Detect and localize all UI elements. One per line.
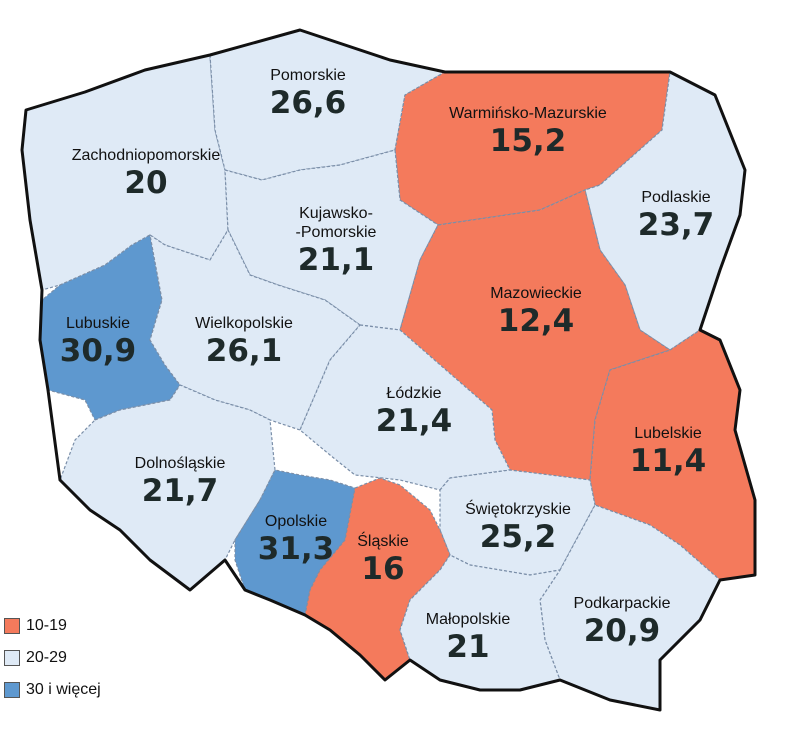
region-slaskie xyxy=(304,477,451,681)
region-value: 21,4 xyxy=(375,403,453,439)
region-name: Świętokrzyskie xyxy=(465,501,571,518)
region-value: 26,6 xyxy=(269,85,347,121)
label-malopolskie: Małopolskie 21 xyxy=(426,610,510,665)
region-name: Pomorskie xyxy=(270,67,346,84)
region-lodzkie xyxy=(299,324,511,491)
region-value: 20 xyxy=(124,165,168,201)
region-name: Lubuskie xyxy=(65,315,131,332)
region-value: 20,9 xyxy=(583,613,661,649)
region-malopolskie xyxy=(399,554,561,691)
region-value: 12,4 xyxy=(497,303,575,339)
region-name: Mazowieckie xyxy=(490,285,582,302)
legend-item-low: 10-19 xyxy=(4,610,101,642)
label-mazowieckie: Mazowieckie 12,4 xyxy=(490,284,582,339)
legend-swatch xyxy=(4,618,20,634)
region-name: Zachodniopomorskie xyxy=(71,147,221,164)
region-name: Podlaskie xyxy=(641,189,711,206)
legend-item-mid: 20-29 xyxy=(4,642,101,674)
region-name: Łódzkie xyxy=(386,385,442,402)
legend-label: 10-19 xyxy=(26,617,67,634)
label-lodzkie: Łódzkie 21,4 xyxy=(376,384,453,439)
label-podkarpackie: Podkarpackie 20,9 xyxy=(574,594,671,649)
label-lubuskie: Lubuskie 30,9 xyxy=(60,314,137,369)
label-lubelskie: Lubelskie 11,4 xyxy=(630,424,707,479)
region-opolskie xyxy=(234,469,356,616)
region-value: 15,2 xyxy=(489,123,567,159)
region-value: 11,4 xyxy=(629,443,707,479)
region-name: Warmińsko-Mazurskie xyxy=(449,105,607,122)
legend-swatch xyxy=(4,650,20,666)
legend-item-high: 30 i więcej xyxy=(4,674,101,706)
region-value: 21,7 xyxy=(141,473,219,509)
region-name: Dolnośląskie xyxy=(134,455,226,472)
region-name: Lubelskie xyxy=(634,425,702,442)
region-value: 16 xyxy=(361,551,405,587)
legend-label: 30 i więcej xyxy=(26,681,101,698)
label-opolskie: Opolskie 31,3 xyxy=(258,512,335,567)
label-slaskie: Śląskie 16 xyxy=(357,532,409,587)
region-name: Wielkopolskie xyxy=(195,315,293,332)
region-value: 21,1 xyxy=(297,242,375,278)
label-podlaskie: Podlaskie 23,7 xyxy=(638,188,715,243)
region-name: Opolskie xyxy=(264,513,328,530)
region-value: 31,3 xyxy=(257,531,335,567)
label-swietokrzyskie: Świętokrzyskie 25,2 xyxy=(465,500,571,555)
label-warminsko-mazurskie: Warmińsko-Mazurskie 15,2 xyxy=(449,104,607,159)
label-dolnoslaskie: Dolnośląskie 21,7 xyxy=(135,454,226,509)
region-name: Śląskie xyxy=(357,533,409,550)
label-wielkopolskie: Wielkopolskie 26,1 xyxy=(195,314,293,369)
country-outline xyxy=(20,28,757,712)
region-name: Małopolskie xyxy=(425,611,511,628)
label-zachodniopomorskie: Zachodniopomorskie 20 xyxy=(72,146,221,201)
region-name: Podkarpackie xyxy=(573,595,671,612)
label-pomorskie: Pomorskie 26,6 xyxy=(270,66,347,121)
region-value: 23,7 xyxy=(637,207,715,243)
legend-swatch xyxy=(4,682,20,698)
region-name: Kujawsko- -Pomorskie xyxy=(295,205,377,241)
legend-label: 20-29 xyxy=(26,649,67,666)
region-value: 30,9 xyxy=(59,333,137,369)
region-value: 21 xyxy=(446,629,490,665)
label-kujawsko-pomorskie: Kujawsko- -Pomorskie 21,1 xyxy=(296,204,377,278)
legend: 10-19 20-29 30 i więcej xyxy=(4,610,101,706)
region-value: 26,1 xyxy=(205,333,283,369)
region-value: 25,2 xyxy=(479,519,557,555)
